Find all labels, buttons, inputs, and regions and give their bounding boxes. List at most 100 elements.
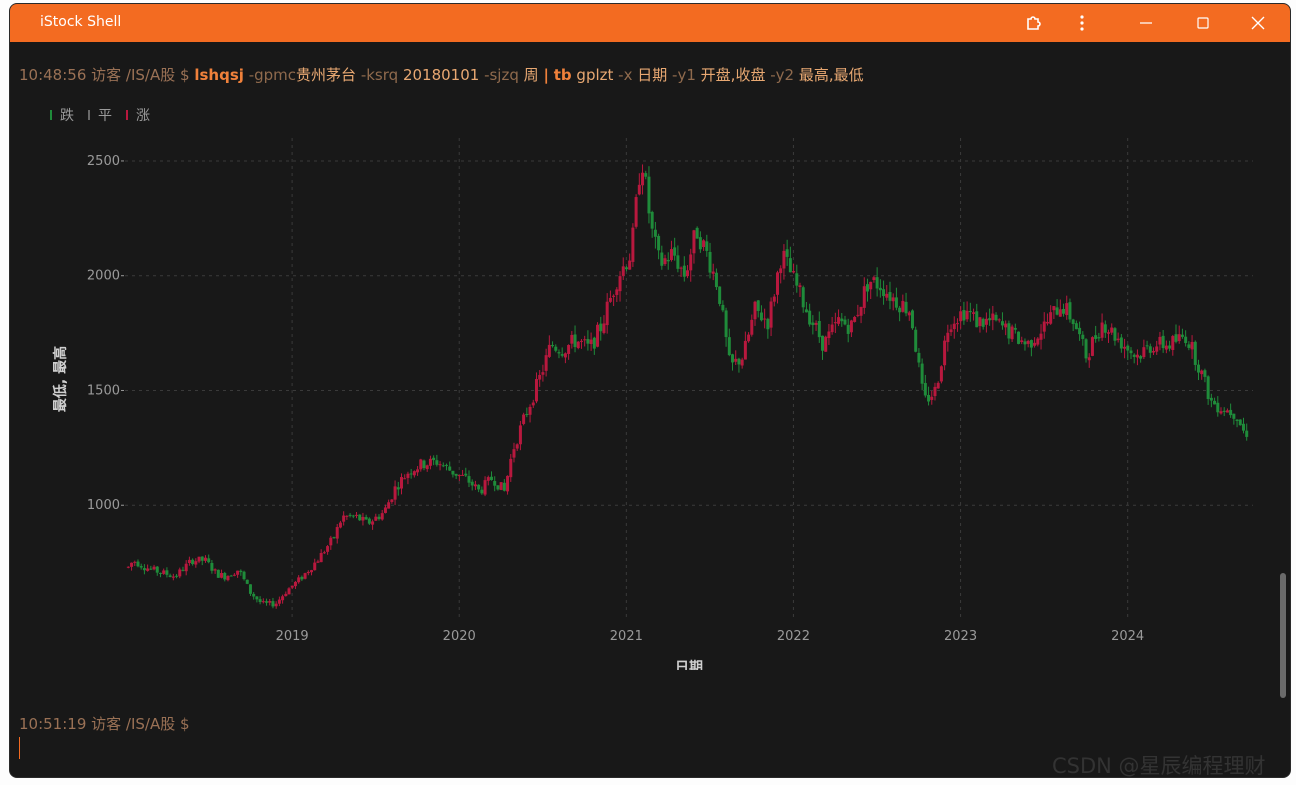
candle-body bbox=[888, 292, 892, 301]
candle-body bbox=[853, 316, 857, 322]
candle-body bbox=[801, 287, 805, 308]
candle-body bbox=[355, 514, 359, 516]
candle-body bbox=[534, 379, 538, 402]
candle-body bbox=[1029, 340, 1033, 348]
candle-body bbox=[586, 339, 590, 344]
candle-body bbox=[776, 272, 780, 295]
candle-body bbox=[669, 249, 673, 261]
extension-icon[interactable] bbox=[1010, 4, 1056, 42]
scrollbar-thumb[interactable] bbox=[1280, 573, 1286, 698]
candle-body bbox=[158, 572, 162, 574]
candle-body bbox=[1081, 334, 1085, 339]
candle-body bbox=[1129, 350, 1133, 354]
candle-body bbox=[769, 301, 773, 328]
candle-body bbox=[596, 324, 600, 347]
candle-body bbox=[1036, 338, 1040, 345]
x-tick-label: 2022 bbox=[777, 629, 810, 644]
candle-body bbox=[432, 457, 436, 461]
candle-body bbox=[1225, 410, 1229, 413]
candle-body bbox=[785, 249, 789, 257]
candle-body bbox=[322, 552, 326, 554]
candle-body bbox=[833, 322, 837, 324]
candle-body bbox=[313, 562, 317, 571]
legend-swatch-down bbox=[50, 110, 52, 120]
candle-body bbox=[641, 172, 645, 186]
candle-body bbox=[178, 569, 182, 577]
candle-body bbox=[1094, 335, 1098, 339]
candle-body bbox=[277, 599, 281, 604]
candle-body bbox=[486, 477, 490, 481]
candle-body bbox=[930, 396, 934, 400]
x-tick-label: 2024 bbox=[1111, 629, 1144, 644]
candle-body bbox=[461, 474, 465, 476]
legend-label-up: 涨 bbox=[136, 108, 150, 124]
candle-body bbox=[525, 414, 529, 416]
candle-body bbox=[798, 285, 802, 288]
candle-body bbox=[837, 317, 841, 324]
candle-body bbox=[666, 259, 670, 262]
candle-body bbox=[438, 464, 442, 466]
sub-command: gplzt bbox=[576, 66, 614, 84]
legend-item-flat[interactable]: 平 bbox=[88, 105, 112, 125]
prompt-path: 访客 /IS/A股 $ bbox=[91, 715, 190, 733]
candle-body bbox=[544, 355, 548, 371]
candle-body bbox=[380, 513, 384, 520]
candle-body bbox=[772, 296, 776, 302]
candle-body bbox=[981, 318, 985, 327]
candle-body bbox=[203, 557, 207, 561]
candle-body bbox=[663, 258, 667, 265]
candle-body bbox=[721, 304, 725, 311]
text-cursor[interactable] bbox=[19, 737, 20, 759]
more-vert-icon[interactable] bbox=[1059, 4, 1105, 42]
candle-body bbox=[152, 566, 156, 570]
candle-body bbox=[242, 571, 246, 580]
flag-x: -x bbox=[618, 66, 633, 84]
candle-body bbox=[1103, 324, 1107, 333]
candle-body bbox=[502, 482, 506, 491]
candle-body bbox=[624, 267, 628, 270]
candle-body bbox=[1148, 346, 1152, 353]
candlestick-chart: 1000 1500 2000 2500 2019 2020 2021 2022 2023 2024… bbox=[52, 138, 1253, 670]
candle-body bbox=[1135, 354, 1139, 358]
candle-body bbox=[515, 444, 519, 449]
close-icon[interactable] bbox=[1235, 4, 1281, 42]
candle-body bbox=[528, 406, 532, 415]
candle-body bbox=[628, 260, 632, 270]
candle-body bbox=[965, 310, 969, 320]
candle-body bbox=[332, 537, 336, 539]
candle-body bbox=[444, 464, 448, 466]
minimize-icon[interactable] bbox=[1123, 4, 1169, 42]
candle-body bbox=[162, 570, 166, 574]
candle-body bbox=[1206, 376, 1210, 399]
candle-body bbox=[364, 517, 368, 520]
candle-body bbox=[1196, 364, 1200, 373]
candle-body bbox=[904, 301, 908, 314]
candle-body bbox=[265, 601, 269, 603]
legend-item-down[interactable]: 跌 bbox=[50, 105, 74, 125]
candle-body bbox=[747, 334, 751, 342]
candle-body bbox=[348, 514, 352, 516]
candle-body bbox=[1074, 323, 1078, 330]
candle-body bbox=[220, 572, 224, 578]
maximize-icon[interactable] bbox=[1180, 4, 1226, 42]
x-axis-label: 日期 bbox=[675, 660, 703, 670]
candle-body bbox=[907, 312, 911, 316]
candle-body bbox=[416, 469, 420, 473]
terminal-content[interactable]: 10:48:56 访客 /IS/A股 $ lshqsj -gpmc贵州茅台 -k… bbox=[10, 42, 1290, 777]
legend-item-up[interactable]: 涨 bbox=[126, 105, 150, 125]
candle-body bbox=[702, 240, 706, 248]
candle-body bbox=[1216, 402, 1220, 413]
value-y2: 最高,最低 bbox=[798, 66, 864, 84]
candle-body bbox=[673, 247, 677, 256]
x-tick-label: 2023 bbox=[944, 629, 977, 644]
y-tick-label: 1500 bbox=[87, 383, 120, 398]
candle-body bbox=[824, 336, 828, 352]
candle-body bbox=[326, 546, 330, 552]
value-y1: 开盘,收盘 bbox=[700, 66, 766, 84]
candle-body bbox=[724, 310, 728, 338]
candle-body bbox=[390, 499, 394, 502]
candle-body bbox=[1062, 308, 1066, 314]
value-ksrq: 20180101 bbox=[402, 66, 480, 84]
candle-body bbox=[245, 579, 249, 584]
candle-body bbox=[1023, 341, 1027, 345]
